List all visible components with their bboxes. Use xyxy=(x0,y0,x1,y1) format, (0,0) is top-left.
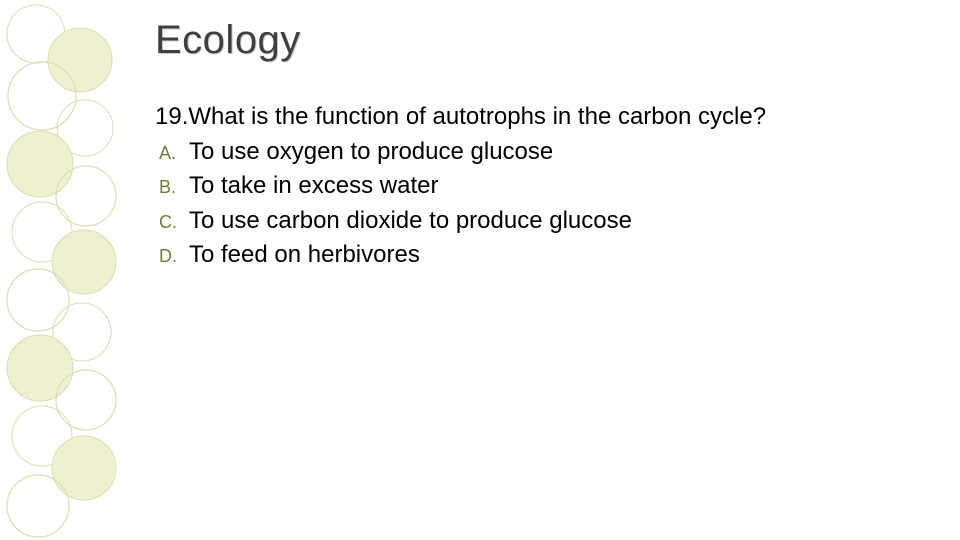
slide-title: Ecology xyxy=(155,18,920,63)
slide-content: Ecology 19.What is the function of autot… xyxy=(155,18,920,273)
question-line: 19.What is the function of autotrophs in… xyxy=(155,101,920,132)
option-text: To use oxygen to produce glucose xyxy=(189,136,553,167)
option-text: To feed on herbivores xyxy=(189,239,420,270)
option-letter: B. xyxy=(155,177,189,198)
option-text: To take in excess water xyxy=(189,170,438,201)
options-list: A. To use oxygen to produce glucose B. T… xyxy=(155,136,920,270)
option-text: To use carbon dioxide to produce glucose xyxy=(189,205,632,236)
option-d: D. To feed on herbivores xyxy=(155,239,920,270)
question-text: What is the function of autotrophs in th… xyxy=(188,103,766,130)
side-decoration xyxy=(0,0,120,540)
question-number: 19. xyxy=(155,103,188,130)
option-letter: D. xyxy=(155,246,189,267)
option-c: C. To use carbon dioxide to produce gluc… xyxy=(155,205,920,236)
option-letter: C. xyxy=(155,212,189,233)
option-a: A. To use oxygen to produce glucose xyxy=(155,136,920,167)
option-letter: A. xyxy=(155,143,189,164)
option-b: B. To take in excess water xyxy=(155,170,920,201)
